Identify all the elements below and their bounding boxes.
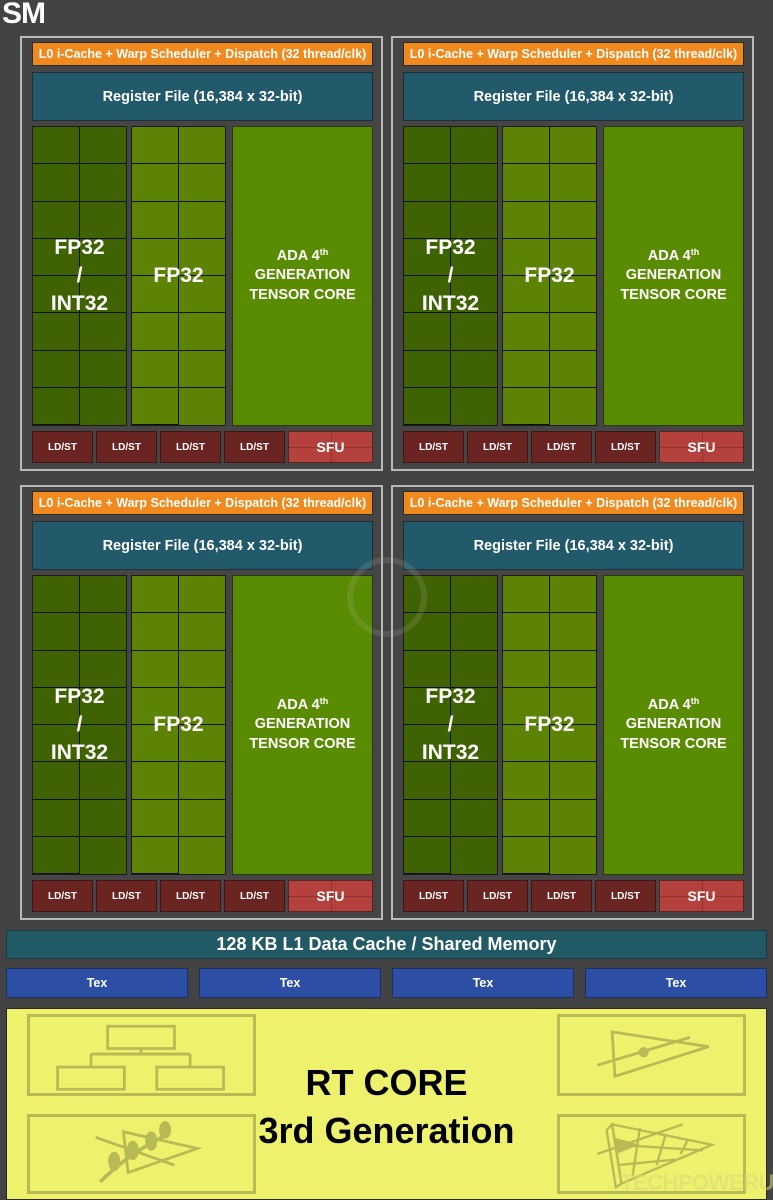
sfu-unit: SFU [288,431,373,463]
watermark-text: TECHPOWERUP [620,1170,773,1195]
sm-partition-3: L0 i-Cache + Warp Scheduler + Dispatch (… [391,485,754,920]
ldst-sfu-row: LD/ST LD/ST LD/ST LD/ST SFU [403,431,744,463]
fp32-units: FP32 [502,126,597,426]
tensor-core: ADA 4th GENERATION TENSOR CORE [232,575,373,875]
ldst-unit: LD/ST [224,431,285,463]
ldst-unit: LD/ST [595,880,656,912]
bvh-tree-icon [27,1014,256,1096]
register-file: Register File (16,384 x 32-bit) [403,72,744,121]
texture-units: Tex Tex Tex Tex [6,968,767,998]
ldst-unit: LD/ST [595,431,656,463]
ldst-unit: LD/ST [403,880,464,912]
register-file: Register File (16,384 x 32-bit) [32,521,373,570]
ldst-unit: LD/ST [531,431,592,463]
fp32-int32-units: FP32 / INT32 [403,126,498,426]
rt-core-title: RT CORE 3rd Generation [258,1062,515,1151]
ldst-sfu-row: LD/ST LD/ST LD/ST LD/ST SFU [403,880,744,912]
sm-partition-2: L0 i-Cache + Warp Scheduler + Dispatch (… [20,485,383,920]
ldst-unit: LD/ST [96,431,157,463]
ldst-unit: LD/ST [467,880,528,912]
micro-mesh-triangle-icon [557,1114,746,1194]
tensor-core: ADA 4th GENERATION TENSOR CORE [603,575,744,875]
tex-unit: Tex [199,968,381,998]
fp32-units: FP32 [502,575,597,875]
tensor-core: ADA 4th GENERATION TENSOR CORE [603,126,744,426]
ldst-unit: LD/ST [160,880,221,912]
ldst-unit: LD/ST [160,431,221,463]
warp-scheduler: L0 i-Cache + Warp Scheduler + Dispatch (… [403,42,744,66]
ldst-unit: LD/ST [531,880,592,912]
ray-triangle-intersection-icon [557,1014,746,1096]
tex-unit: Tex [6,968,188,998]
rt-core: RT CORE 3rd Generation [6,1008,767,1200]
fp32-int32-units: FP32 / INT32 [32,126,127,426]
sm-partition-0: L0 i-Cache + Warp Scheduler + Dispatch (… [20,36,383,471]
sfu-unit: SFU [659,880,744,912]
sfu-unit: SFU [288,880,373,912]
ldst-unit: LD/ST [32,880,93,912]
sfu-unit: SFU [659,431,744,463]
ldst-unit: LD/ST [96,880,157,912]
fp32-int32-units: FP32 / INT32 [32,575,127,875]
alpha-leaf-triangle-icon [27,1114,256,1194]
ldst-sfu-row: LD/ST LD/ST LD/ST LD/ST SFU [32,431,373,463]
ldst-unit: LD/ST [467,431,528,463]
watermark-logo-icon [347,557,427,637]
register-file: Register File (16,384 x 32-bit) [32,72,373,121]
sm-title: SM [2,0,46,30]
warp-scheduler: L0 i-Cache + Warp Scheduler + Dispatch (… [32,42,373,66]
ldst-sfu-row: LD/ST LD/ST LD/ST LD/ST SFU [32,880,373,912]
ldst-unit: LD/ST [32,431,93,463]
fp32-units: FP32 [131,126,226,426]
tensor-core: ADA 4th GENERATION TENSOR CORE [232,126,373,426]
warp-scheduler: L0 i-Cache + Warp Scheduler + Dispatch (… [32,491,373,515]
warp-scheduler: L0 i-Cache + Warp Scheduler + Dispatch (… [403,491,744,515]
ldst-unit: LD/ST [224,880,285,912]
fp32-units: FP32 [131,575,226,875]
ldst-unit: LD/ST [403,431,464,463]
sm-partition-1: L0 i-Cache + Warp Scheduler + Dispatch (… [391,36,754,471]
tex-unit: Tex [392,968,574,998]
tex-unit: Tex [585,968,767,998]
l1-data-cache: 128 KB L1 Data Cache / Shared Memory [6,930,767,959]
register-file: Register File (16,384 x 32-bit) [403,521,744,570]
